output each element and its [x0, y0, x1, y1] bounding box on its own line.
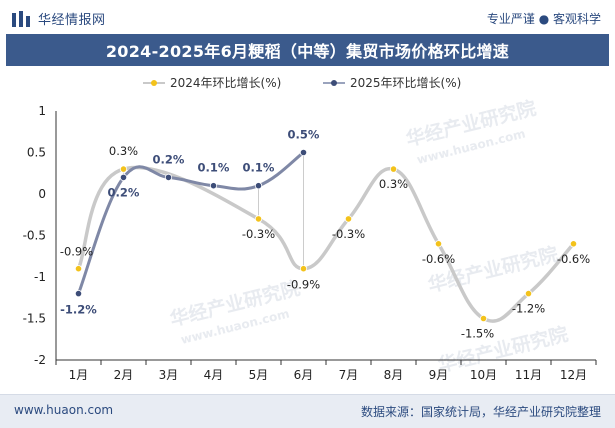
data-label-2024: -0.3%: [332, 227, 365, 241]
data-label-2024: -1.5%: [461, 327, 494, 341]
series-lines: [76, 151, 576, 323]
brand: 华经情报网: [12, 9, 106, 28]
y-tick-label: -1.5: [23, 312, 46, 326]
x-tick-label: 1月: [69, 368, 89, 382]
data-label-2024: 0.3%: [379, 177, 408, 191]
watermark-text: 华经产业研究院: [436, 322, 571, 376]
data-label-2025: 0.1%: [198, 161, 230, 175]
legend-marker: [331, 80, 337, 86]
legend-item-2025[interactable]: 2025年环比增长(%): [323, 76, 461, 90]
data-label-2024: -0.9%: [287, 278, 320, 292]
y-tick-label: -2: [34, 353, 46, 367]
data-point-2025[interactable]: [209, 182, 218, 190]
data-point-2024[interactable]: [74, 265, 83, 273]
x-tick-label: 3月: [159, 368, 179, 382]
data-label-2025: -1.2%: [60, 303, 97, 317]
data-point-2025[interactable]: [254, 182, 263, 190]
chart-axes: 1 0.5 0 -0.5 -1 -1.5 -2 1月 2月 3月 4月 5月 6月 7月 8月 9月 10月 11…: [23, 104, 597, 382]
data-point-2024[interactable]: [254, 215, 263, 223]
data-labels: -0.9% 0.3% -0.3% -0.9% -0.3% 0.3% -0.6% -1.5% -1…: [60, 128, 590, 341]
data-point-2025[interactable]: [299, 148, 308, 157]
x-tick-label: 8月: [384, 368, 404, 382]
x-tick-label: 4月: [204, 368, 224, 382]
data-label-2024: 0.3%: [109, 144, 138, 158]
watermark-group: 华经产业研究院 www.huaon.com 华经产业研究院 www.huaon.…: [168, 96, 571, 376]
brand-name: 华经情报网: [38, 13, 106, 28]
data-label-2024: -0.6%: [422, 252, 455, 266]
y-tick-label: 0.5: [27, 146, 46, 160]
x-tick-label: 5月: [249, 368, 269, 382]
data-label-2024: -0.9%: [60, 245, 93, 259]
data-point-2024[interactable]: [119, 165, 128, 173]
y-tick-label: -0.5: [23, 229, 46, 243]
legend-label: 2024年环比增长(%): [170, 76, 281, 90]
y-tick-label: 0: [38, 187, 46, 201]
chart-legend: 2024年环比增长(%) 2025年环比增长(%): [143, 76, 461, 90]
data-label-2025: 0.5%: [288, 128, 320, 142]
series-line-2024: [76, 165, 576, 323]
data-label-2025: 0.2%: [153, 152, 185, 166]
data-point-2025[interactable]: [164, 173, 173, 182]
data-label-2024: -0.3%: [242, 227, 275, 241]
x-tick-label: 7月: [339, 368, 359, 382]
data-label-2024: -0.6%: [557, 252, 590, 266]
data-point-2024[interactable]: [299, 265, 308, 273]
series-points: [74, 148, 578, 323]
y-tick-label: -1: [34, 270, 46, 284]
x-tick-label: 9月: [429, 368, 449, 382]
data-point-2024[interactable]: [524, 290, 533, 298]
chart-title-band: 2024-2025年6月粳稻（中等）集贸市场价格环比增速: [6, 34, 609, 66]
top-bar: 华经情报网 专业严谨 ● 客观科学: [0, 0, 615, 33]
watermark-text: 华经产业研究院: [426, 242, 561, 296]
legend-marker: [151, 80, 157, 86]
legend-item-2024[interactable]: 2024年环比增长(%): [143, 76, 281, 90]
data-point-2024[interactable]: [344, 215, 353, 223]
x-tick-label: 11月: [515, 368, 542, 382]
data-label-2024: -1.2%: [512, 302, 545, 316]
data-label-2025: 0.1%: [243, 161, 275, 175]
footer-website-link[interactable]: www.huaon.com: [14, 403, 114, 417]
data-point-2024[interactable]: [569, 240, 578, 248]
data-point-2024[interactable]: [434, 240, 443, 248]
data-point-2024[interactable]: [389, 165, 398, 173]
line-chart: 华经产业研究院 www.huaon.com 华经产业研究院 www.huaon.…: [23, 76, 597, 382]
x-tick-label: 2月: [114, 368, 134, 382]
tagline: 专业严谨 ● 客观科学: [486, 12, 601, 26]
data-label-2025: 0.2%: [108, 185, 140, 199]
y-tick-label: 1: [38, 104, 46, 118]
x-tick-label: 6月: [294, 368, 314, 382]
legend-label: 2025年环比增长(%): [350, 76, 461, 90]
chart-title: 2024-2025年6月粳稻（中等）集贸市场价格环比增速: [105, 42, 510, 61]
footer-source: 数据来源：国家统计局，华经产业研究院整理: [360, 405, 601, 419]
data-point-2024[interactable]: [479, 314, 488, 323]
data-point-2025[interactable]: [74, 290, 83, 298]
footer-bar: www.huaon.com 数据来源：国家统计局，华经产业研究院整理: [0, 394, 615, 428]
data-point-2025[interactable]: [119, 173, 128, 182]
bar-chart-logo-icon: [12, 10, 30, 27]
x-tick-label: 12月: [560, 368, 587, 382]
x-tick-label: 10月: [470, 368, 497, 382]
